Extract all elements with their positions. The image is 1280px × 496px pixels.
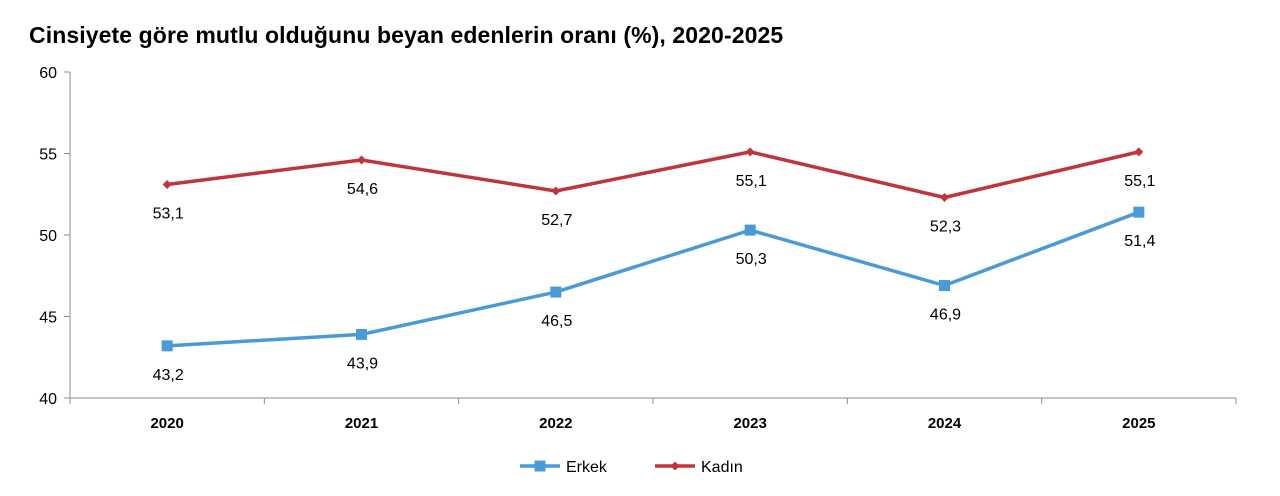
y-tick-label: 55	[39, 147, 57, 164]
data-label: 52,3	[930, 219, 961, 236]
x-tick-label: 2023	[733, 415, 766, 432]
data-label: 50,3	[736, 251, 767, 268]
data-label: 52,7	[541, 212, 572, 229]
x-tick-label: 2020	[150, 415, 183, 432]
data-point-marker	[745, 147, 755, 157]
legend-item-kadın: Kadın	[655, 459, 743, 476]
data-point-marker	[939, 280, 950, 292]
chart-title: Cinsiyete göre mutlu olduğunu beyan eden…	[29, 22, 784, 48]
data-point-marker	[161, 340, 173, 352]
data-label: 46,5	[541, 313, 572, 330]
y-tick-label: 60	[39, 65, 57, 82]
data-label: 55,1	[1124, 173, 1155, 190]
data-label: 46,9	[930, 307, 961, 324]
x-tick-label: 2025	[1122, 415, 1155, 432]
legend-label: Erkek	[566, 459, 608, 476]
chart-data-labels: 43,2 43,9 46,5 50,3 46,9 51,4 53,1 54,6 52,7 55,1…	[153, 173, 1156, 384]
legend-marker	[670, 461, 680, 471]
data-point-marker	[357, 155, 366, 165]
y-tick-label: 50	[39, 228, 57, 245]
data-label: 43,2	[153, 367, 184, 384]
data-label: 53,1	[153, 205, 184, 222]
data-label: 54,6	[347, 181, 378, 198]
data-label: 55,1	[736, 173, 767, 190]
data-label: 51,4	[1124, 233, 1155, 250]
x-tick-label: 2024	[928, 415, 962, 432]
chart-series	[161, 147, 1145, 352]
data-label: 43,9	[347, 355, 378, 372]
legend-item-erkek: Erkek	[520, 459, 608, 476]
y-tick-label: 40	[39, 391, 57, 408]
data-point-marker	[550, 286, 562, 298]
data-point-marker	[744, 224, 756, 236]
series-line-kadın	[165, 150, 1141, 200]
x-tick-label: 2021	[345, 415, 378, 432]
legend-marker	[534, 460, 546, 472]
data-point-marker	[940, 193, 949, 203]
data-point-marker	[1134, 147, 1144, 157]
data-point-marker	[1133, 206, 1145, 218]
legend-label: Kadın	[701, 459, 743, 476]
y-tick-label: 45	[39, 310, 57, 327]
x-tick-label: 2022	[539, 415, 572, 432]
data-point-marker	[356, 328, 367, 340]
chart-legend: Erkek Kadın	[520, 459, 743, 476]
data-point-marker	[162, 179, 172, 189]
data-point-marker	[551, 186, 561, 196]
series-line-erkek	[165, 210, 1141, 348]
chart-axes: 40 45 50 55 60 2020 2021 2022 2023 2024 2025	[39, 65, 1237, 432]
